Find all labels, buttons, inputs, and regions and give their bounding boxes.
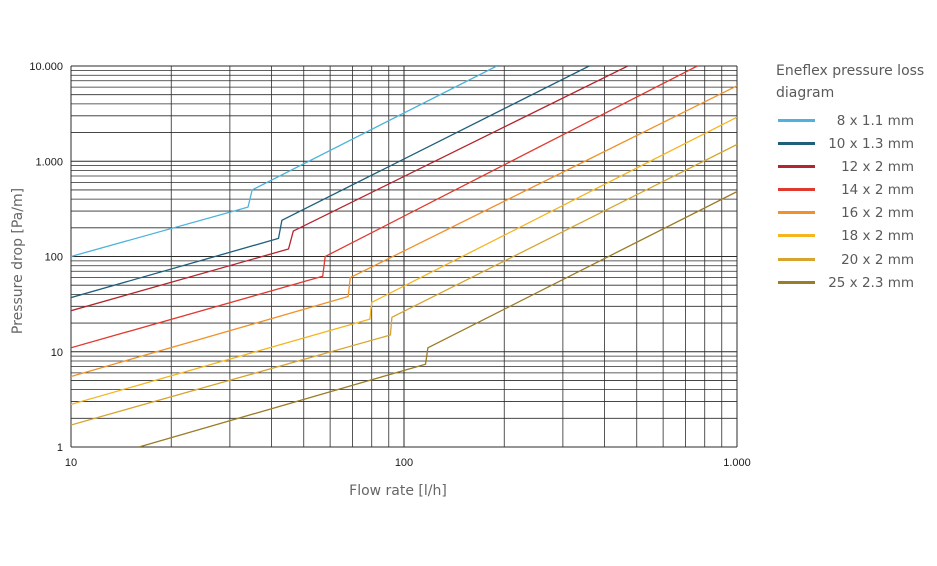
series-line (138, 191, 737, 447)
legend-label: 16 x 2 mm (841, 205, 914, 222)
legend-swatch (778, 119, 815, 122)
legend-label: 25 x 2.3 mm (828, 274, 914, 291)
series-line (71, 66, 590, 299)
legend-item: 16 x 2 mm (776, 204, 926, 227)
y-tick-label: 10 (51, 347, 63, 359)
legend-label: 18 x 2 mm (841, 228, 914, 245)
y-tick-label: 1.000 (35, 156, 63, 168)
legend-item: 12 x 2 mm (776, 158, 926, 181)
x-tick-label: 100 (395, 457, 413, 469)
legend-item: 14 x 2 mm (776, 181, 926, 204)
y-tick-label: 100 (45, 252, 63, 264)
legend-item: 25 x 2.3 mm (776, 274, 926, 297)
series-lines (71, 66, 737, 447)
legend-label: 8 x 1.1 mm (836, 113, 914, 129)
legend-label: 12 x 2 mm (841, 159, 914, 176)
legend-swatch (778, 234, 815, 238)
legend-item: 18 x 2 mm (776, 227, 926, 250)
legend-label: 14 x 2 mm (841, 182, 914, 199)
series-line (71, 66, 498, 258)
legend-items: 8 x 1.1 mm 10 x 1.3 mm 12 x 2 mm 14 x 2 mm 1… (776, 112, 926, 297)
series-line (71, 66, 698, 349)
y-tick-label: 1 (57, 442, 63, 454)
series-line (71, 66, 629, 312)
legend-swatch (778, 188, 815, 192)
legend-label: 20 x 2 mm (841, 251, 914, 268)
legend-item: 8 x 1.1 mm (776, 112, 926, 135)
grid (70, 65, 738, 448)
x-tick-label: 1.000 (723, 457, 751, 469)
legend-label: 10 x 1.3 mm (828, 136, 914, 153)
legend: Eneflex pressure loss diagram 8 x 1.1 mm… (776, 60, 926, 297)
legend-swatch (778, 257, 815, 261)
legend-title: Eneflex pressure loss diagram (776, 63, 925, 101)
series-line (71, 85, 737, 378)
series-line (71, 116, 737, 406)
legend-swatch (778, 280, 815, 284)
y-axis-label: Pressure drop [Pa/m] (10, 188, 26, 334)
legend-swatch (778, 165, 815, 169)
legend-item: 20 x 2 mm (776, 251, 926, 274)
series-line (71, 143, 737, 426)
y-tick-label: 10.000 (29, 61, 63, 73)
legend-item: 10 x 1.3 mm (776, 135, 926, 158)
x-tick-label: 10 (65, 457, 77, 469)
x-axis-label: Flow rate [l/h] (349, 483, 447, 499)
legend-swatch (778, 211, 815, 215)
legend-swatch (778, 142, 815, 146)
